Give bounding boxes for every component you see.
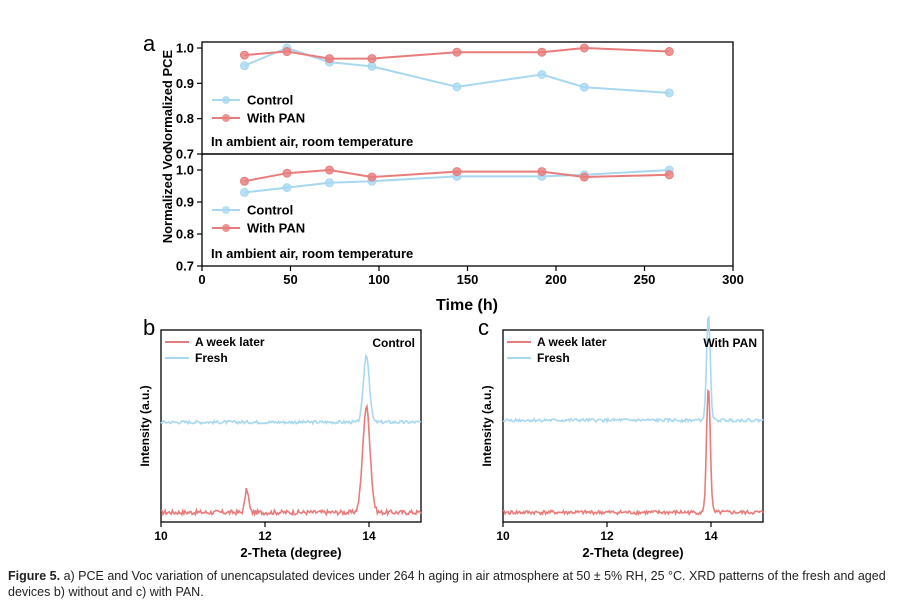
x-tick-label: 10 bbox=[154, 529, 168, 543]
xrd-trace-fresh bbox=[160, 353, 422, 426]
x-tick-label: 12 bbox=[600, 529, 614, 543]
y-axis-title-pce: Normalized PCE bbox=[160, 49, 175, 150]
plot-annotation: In ambient air, room temperature bbox=[211, 246, 413, 261]
figure-5: a b c 0.7 0.8 0.9 1.0 Control With PAN In ambi… bbox=[138, 31, 764, 560]
panel-label-c: c bbox=[478, 315, 489, 340]
x-tick-label: 150 bbox=[457, 272, 479, 287]
data-point bbox=[537, 167, 547, 177]
panel-label-a: a bbox=[143, 31, 156, 56]
data-point bbox=[239, 187, 249, 197]
x-tick-label: 100 bbox=[368, 272, 390, 287]
data-point bbox=[664, 47, 674, 57]
legend-label: A week later bbox=[195, 335, 265, 349]
series-line-with-pan bbox=[244, 168, 670, 183]
caption-label: Figure 5. bbox=[8, 569, 61, 583]
data-point bbox=[367, 54, 377, 64]
legend-swatch-marker bbox=[222, 224, 230, 232]
panel-a-bottom-plot: 0.7 0.8 0.9 1.0 0 50 100 150 200 250 300 Time (h) Co… bbox=[176, 153, 744, 314]
plot-frame bbox=[502, 329, 764, 523]
data-point bbox=[579, 82, 589, 92]
figure-caption: Figure 5. a) PCE and Voc variation of un… bbox=[8, 568, 893, 600]
legend-swatch-marker bbox=[222, 206, 230, 214]
y-tick-label: 0.9 bbox=[176, 195, 194, 210]
caption-text: a) PCE and Voc variation of unencapsulat… bbox=[8, 569, 886, 599]
x-tick-label: 50 bbox=[283, 272, 297, 287]
data-point bbox=[537, 47, 547, 57]
legend-label: Control bbox=[247, 203, 293, 218]
panel-label-b: b bbox=[143, 315, 155, 340]
y-axis-title: Intensity (a.u.) bbox=[480, 385, 494, 466]
legend-label: With PAN bbox=[247, 111, 305, 126]
panel-c-plot: 10 12 14 2-Theta (degree) Intensity (a.u.) A … bbox=[480, 315, 764, 560]
legend-label: Fresh bbox=[195, 351, 228, 365]
x-tick-label: 250 bbox=[634, 272, 656, 287]
series-line-with-pan bbox=[244, 46, 670, 60]
data-point bbox=[324, 165, 334, 175]
x-tick-label: 300 bbox=[722, 272, 744, 287]
y-tick-label: 0.7 bbox=[176, 147, 194, 162]
x-tick-label: 0 bbox=[198, 272, 205, 287]
data-point bbox=[324, 54, 334, 64]
x-axis-title: 2-Theta (degree) bbox=[582, 545, 683, 560]
data-point bbox=[282, 183, 292, 193]
panel-b-plot: 10 12 14 2-Theta (degree) Intensity (a.u.) A … bbox=[138, 329, 422, 560]
x-axis-title: 2-Theta (degree) bbox=[240, 545, 341, 560]
y-tick-label: 0.8 bbox=[176, 111, 194, 126]
data-point bbox=[282, 47, 292, 57]
data-point bbox=[664, 170, 674, 180]
plot-annotation: With PAN bbox=[703, 336, 757, 350]
data-point bbox=[537, 70, 547, 79]
data-point bbox=[452, 47, 462, 57]
data-point bbox=[452, 167, 462, 177]
y-tick-label: 1.0 bbox=[176, 163, 194, 178]
y-tick-label: 1.0 bbox=[176, 41, 194, 56]
data-point bbox=[367, 61, 377, 71]
data-point bbox=[579, 172, 589, 182]
legend-swatch-marker bbox=[222, 96, 230, 104]
x-tick-label: 14 bbox=[704, 529, 718, 543]
legend-label: A week later bbox=[537, 335, 607, 349]
plot-annotation: In ambient air, room temperature bbox=[211, 134, 413, 149]
data-point bbox=[239, 61, 249, 71]
y-axis-title: Intensity (a.u.) bbox=[138, 385, 152, 466]
xrd-trace-fresh bbox=[502, 315, 764, 424]
y-tick-label: 0.7 bbox=[176, 259, 194, 274]
legend-label: Control bbox=[247, 93, 293, 108]
data-point bbox=[367, 172, 377, 182]
data-point bbox=[324, 178, 334, 188]
y-axis-title-voc: Normalized Voc bbox=[160, 147, 175, 244]
xrd-trace-a-week-later bbox=[160, 403, 422, 518]
legend-label: Fresh bbox=[537, 351, 570, 365]
legend-swatch-marker bbox=[222, 114, 230, 122]
y-tick-label: 0.9 bbox=[176, 76, 194, 91]
data-point bbox=[239, 50, 249, 60]
series-line-control bbox=[244, 46, 670, 94]
plot-frame bbox=[160, 329, 422, 523]
data-point bbox=[664, 88, 674, 98]
x-tick-label: 14 bbox=[362, 529, 376, 543]
data-point bbox=[579, 43, 589, 53]
x-tick-label: 12 bbox=[258, 529, 272, 543]
panel-a-top-plot: 0.7 0.8 0.9 1.0 Control With PAN In ambient ai… bbox=[160, 41, 734, 244]
data-point bbox=[282, 168, 292, 178]
y-tick-label: 0.8 bbox=[176, 227, 194, 242]
data-point bbox=[239, 176, 249, 186]
x-tick-label: 10 bbox=[496, 529, 510, 543]
legend-label: With PAN bbox=[247, 221, 305, 236]
x-axis-title: Time (h) bbox=[436, 297, 498, 314]
xrd-trace-a-week-later bbox=[502, 388, 764, 517]
data-point bbox=[452, 82, 462, 92]
plot-annotation: Control bbox=[372, 336, 415, 350]
x-tick-label: 200 bbox=[545, 272, 567, 287]
series-line-control bbox=[244, 169, 670, 194]
